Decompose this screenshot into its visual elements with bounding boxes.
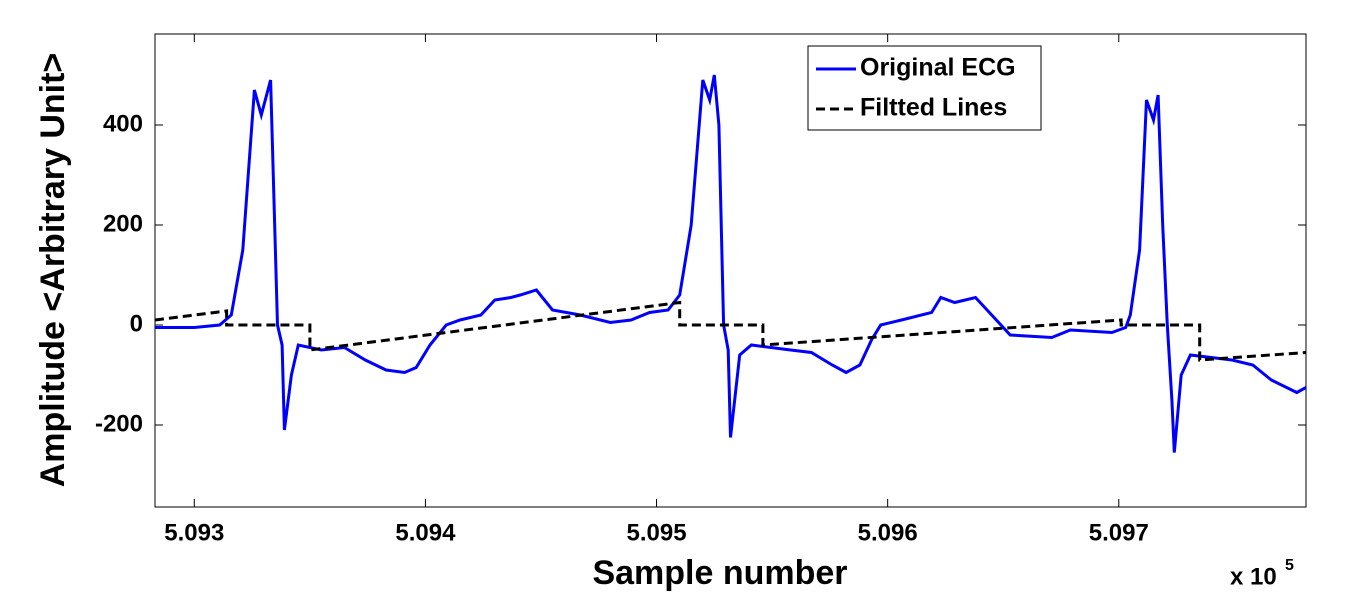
series-line	[155, 300, 1306, 362]
x-axis-label: Sample number	[592, 554, 847, 592]
plot-lines	[155, 74, 1306, 453]
x-tick-label: 5.096	[858, 519, 918, 546]
y-tick-label: 400	[103, 110, 143, 137]
legend-label: Original ECG	[860, 54, 1016, 82]
x-exponent: 5	[1285, 557, 1294, 574]
legend-label: Filtted Lines	[860, 94, 1007, 122]
x-tick-label: 5.095	[627, 519, 687, 546]
x-tick-label: 5.097	[1089, 519, 1149, 546]
y-tick-label: 200	[103, 210, 143, 237]
x-multiplier: x 10	[1230, 563, 1277, 590]
legend-box	[807, 45, 1042, 131]
y-axis-label: Amplitude <Arbitrary Unit>	[34, 53, 72, 488]
x-tick-label: 5.093	[164, 519, 224, 546]
x-tick-label: 5.094	[395, 519, 456, 546]
y-tick-label: -200	[95, 410, 143, 437]
y-tick-label: 0	[130, 310, 143, 337]
